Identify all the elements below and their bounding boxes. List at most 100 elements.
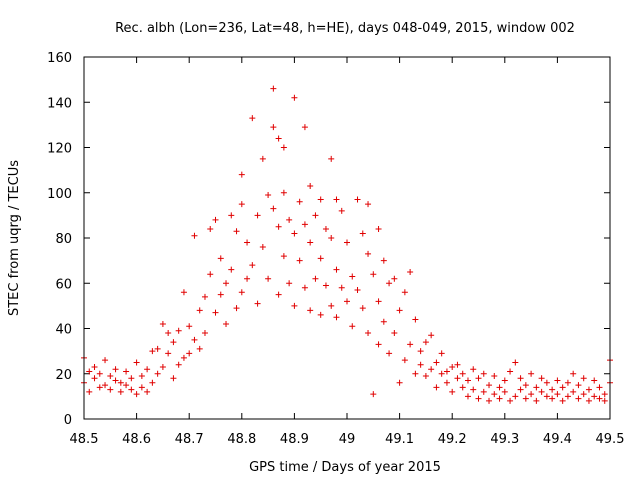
data-point: [217, 291, 224, 298]
data-point: [259, 244, 266, 251]
data-point: [454, 375, 461, 382]
data-point: [391, 275, 398, 282]
data-point: [543, 379, 550, 386]
data-point: [417, 361, 424, 368]
data-point: [533, 397, 540, 404]
data-point: [275, 291, 282, 298]
data-point: [570, 388, 577, 395]
y-tick-label: 80: [55, 232, 72, 247]
data-point: [449, 363, 456, 370]
data-point: [580, 375, 587, 382]
data-point: [428, 366, 435, 373]
x-tick-label: 48.6: [122, 432, 151, 447]
data-point: [107, 373, 114, 380]
data-point: [480, 370, 487, 377]
data-point: [512, 359, 519, 366]
data-point: [475, 375, 482, 382]
data-point: [307, 307, 314, 314]
data-point: [470, 366, 477, 373]
data-point: [564, 379, 571, 386]
data-points: [81, 85, 613, 404]
data-point: [254, 300, 261, 307]
data-point: [354, 287, 361, 294]
data-point: [317, 255, 324, 262]
data-point: [144, 366, 151, 373]
data-point: [333, 196, 340, 203]
data-point: [238, 289, 245, 296]
data-point: [265, 275, 272, 282]
data-point: [422, 339, 429, 346]
data-point: [117, 379, 124, 386]
data-point: [401, 289, 408, 296]
data-point: [386, 280, 393, 287]
data-point: [128, 375, 135, 382]
data-point: [391, 330, 398, 337]
data-point: [291, 230, 298, 237]
data-point: [333, 266, 340, 273]
x-tick-label: 48.8: [227, 432, 256, 447]
data-point: [538, 375, 545, 382]
data-point: [238, 171, 245, 178]
data-point: [564, 393, 571, 400]
data-point: [296, 257, 303, 264]
data-point: [370, 391, 377, 398]
plot-frame: [83, 56, 611, 420]
data-point: [317, 311, 324, 318]
data-point: [133, 391, 140, 398]
y-tick-label: 0: [64, 413, 72, 428]
data-point: [528, 370, 535, 377]
data-point: [443, 379, 450, 386]
data-point: [201, 330, 208, 337]
data-point: [291, 94, 298, 101]
data-point: [370, 271, 377, 278]
data-point: [175, 327, 182, 334]
data-point: [412, 316, 419, 323]
data-point: [170, 339, 177, 346]
data-point: [154, 345, 161, 352]
data-point: [280, 189, 287, 196]
data-point: [522, 395, 529, 402]
data-point: [96, 370, 103, 377]
y-tick-label: 20: [55, 368, 72, 383]
data-point: [102, 382, 109, 389]
data-point: [401, 357, 408, 364]
data-point: [186, 350, 193, 357]
data-point: [412, 370, 419, 377]
data-point: [296, 198, 303, 205]
data-point: [91, 375, 98, 382]
data-point: [380, 257, 387, 264]
data-point: [522, 382, 529, 389]
data-point: [117, 388, 124, 395]
x-axis-label: GPS time / Days of year 2015: [249, 460, 441, 475]
data-point: [375, 298, 382, 305]
data-point: [170, 375, 177, 382]
data-point: [196, 307, 203, 314]
data-point: [380, 318, 387, 325]
data-point: [559, 397, 566, 404]
data-point: [491, 373, 498, 380]
data-point: [270, 85, 277, 92]
data-point: [428, 332, 435, 339]
data-point: [344, 298, 350, 305]
data-point: [86, 368, 93, 375]
data-point: [149, 348, 156, 355]
data-point: [359, 305, 366, 312]
data-point: [322, 225, 329, 232]
data-point: [349, 323, 356, 330]
data-point: [322, 282, 329, 289]
data-point: [191, 336, 198, 343]
x-tick-label: 49.1: [385, 432, 414, 447]
data-point: [254, 212, 261, 219]
data-point: [464, 393, 471, 400]
data-point: [354, 196, 361, 203]
data-point: [307, 182, 314, 189]
data-point: [128, 386, 135, 393]
x-tick-label: 48.9: [280, 432, 309, 447]
y-tick-label: 100: [47, 187, 72, 202]
data-point: [443, 368, 450, 375]
data-point: [144, 388, 151, 395]
data-point: [507, 368, 514, 375]
data-point: [207, 225, 214, 232]
data-point: [91, 363, 98, 370]
